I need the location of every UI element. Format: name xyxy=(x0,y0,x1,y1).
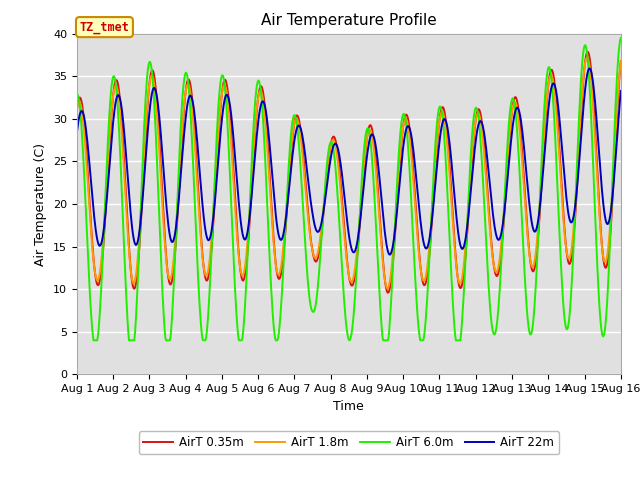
Legend: AirT 0.35m, AirT 1.8m, AirT 6.0m, AirT 22m: AirT 0.35m, AirT 1.8m, AirT 6.0m, AirT 2… xyxy=(139,432,559,454)
AirT 6.0m xyxy=(90,337,98,343)
AirT 22m xyxy=(73,131,81,136)
AirT 1.8m xyxy=(416,257,424,263)
AirT 0.35m xyxy=(223,81,230,87)
AirT 6.0m xyxy=(195,285,202,290)
AirT 22m xyxy=(139,195,147,201)
AirT 0.35m xyxy=(431,165,439,171)
Title: Air Temperature Profile: Air Temperature Profile xyxy=(261,13,436,28)
AirT 22m xyxy=(223,92,230,97)
AirT 22m xyxy=(416,210,424,216)
AirT 22m xyxy=(194,146,202,152)
AirT 1.8m xyxy=(384,286,392,291)
AirT 1.8m xyxy=(617,59,625,64)
AirT 1.8m xyxy=(83,162,90,168)
AirT 0.35m xyxy=(416,254,424,260)
AirT 22m xyxy=(586,66,594,72)
Y-axis label: Air Temperature (C): Air Temperature (C) xyxy=(35,143,47,265)
AirT 1.8m xyxy=(223,89,230,95)
Line: AirT 1.8m: AirT 1.8m xyxy=(77,58,621,288)
AirT 0.35m xyxy=(584,49,591,55)
AirT 0.35m xyxy=(384,290,392,296)
X-axis label: Time: Time xyxy=(333,400,364,413)
AirT 6.0m xyxy=(416,333,424,339)
Line: AirT 6.0m: AirT 6.0m xyxy=(77,38,621,340)
AirT 6.0m xyxy=(83,225,90,230)
AirT 0.35m xyxy=(83,153,90,158)
AirT 22m xyxy=(617,88,625,94)
Line: AirT 22m: AirT 22m xyxy=(77,69,621,254)
AirT 1.8m xyxy=(73,108,81,113)
AirT 6.0m xyxy=(431,140,439,146)
AirT 22m xyxy=(386,252,394,257)
AirT 6.0m xyxy=(617,35,625,41)
AirT 0.35m xyxy=(617,59,625,64)
AirT 0.35m xyxy=(139,188,147,194)
AirT 1.8m xyxy=(583,55,591,60)
AirT 1.8m xyxy=(431,159,439,165)
AirT 6.0m xyxy=(73,92,81,98)
AirT 22m xyxy=(431,180,439,186)
AirT 0.35m xyxy=(194,182,202,188)
Text: TZ_tmet: TZ_tmet xyxy=(79,21,129,34)
AirT 6.0m xyxy=(140,141,147,146)
AirT 1.8m xyxy=(194,191,202,196)
AirT 1.8m xyxy=(139,178,147,183)
AirT 6.0m xyxy=(223,119,231,125)
AirT 22m xyxy=(83,132,90,138)
AirT 0.35m xyxy=(73,107,81,113)
Line: AirT 0.35m: AirT 0.35m xyxy=(77,52,621,293)
